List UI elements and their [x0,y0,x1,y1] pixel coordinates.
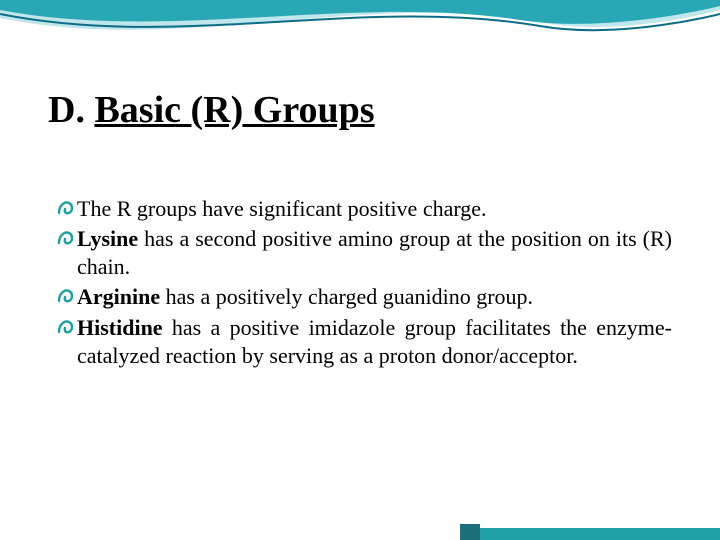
swirl-bullet-icon [56,316,76,340]
slide: D. Basic (R) Groups The R groups have si… [0,0,720,540]
list-item: Arginine has a positively charged guanid… [56,283,672,311]
title-prefix: D. [48,89,94,131]
slide-title: D. Basic (R) Groups [48,88,375,132]
swirl-bullet-icon [56,227,76,251]
bullet-rest: has a positively charged guanidino group… [166,284,533,309]
bullet-bold: Arginine [77,284,166,309]
bullet-rest: The R groups have significant positive c… [77,196,487,221]
list-item: Histidine has a positive imidazole group… [56,314,672,370]
content-area: The R groups have significant positive c… [56,195,672,372]
bullet-text: Lysine has a second positive amino group… [77,225,672,281]
bullet-text: The R groups have significant positive c… [77,195,672,223]
bullet-text: Histidine has a positive imidazole group… [77,314,672,370]
swirl-bullet-icon [56,285,76,309]
wave-decoration [0,0,720,90]
list-item: The R groups have significant positive c… [56,195,672,223]
bullet-bold: Lysine [77,226,144,251]
bullet-rest: has a second positive amino group at the… [77,226,672,279]
swirl-bullet-icon [56,197,76,221]
bullet-bold: Histidine [77,315,172,340]
list-item: Lysine has a second positive amino group… [56,225,672,281]
bullet-text: Arginine has a positively charged guanid… [77,283,672,311]
bottom-bar-decoration [460,524,720,540]
title-main: Basic (R) Groups [94,89,374,131]
